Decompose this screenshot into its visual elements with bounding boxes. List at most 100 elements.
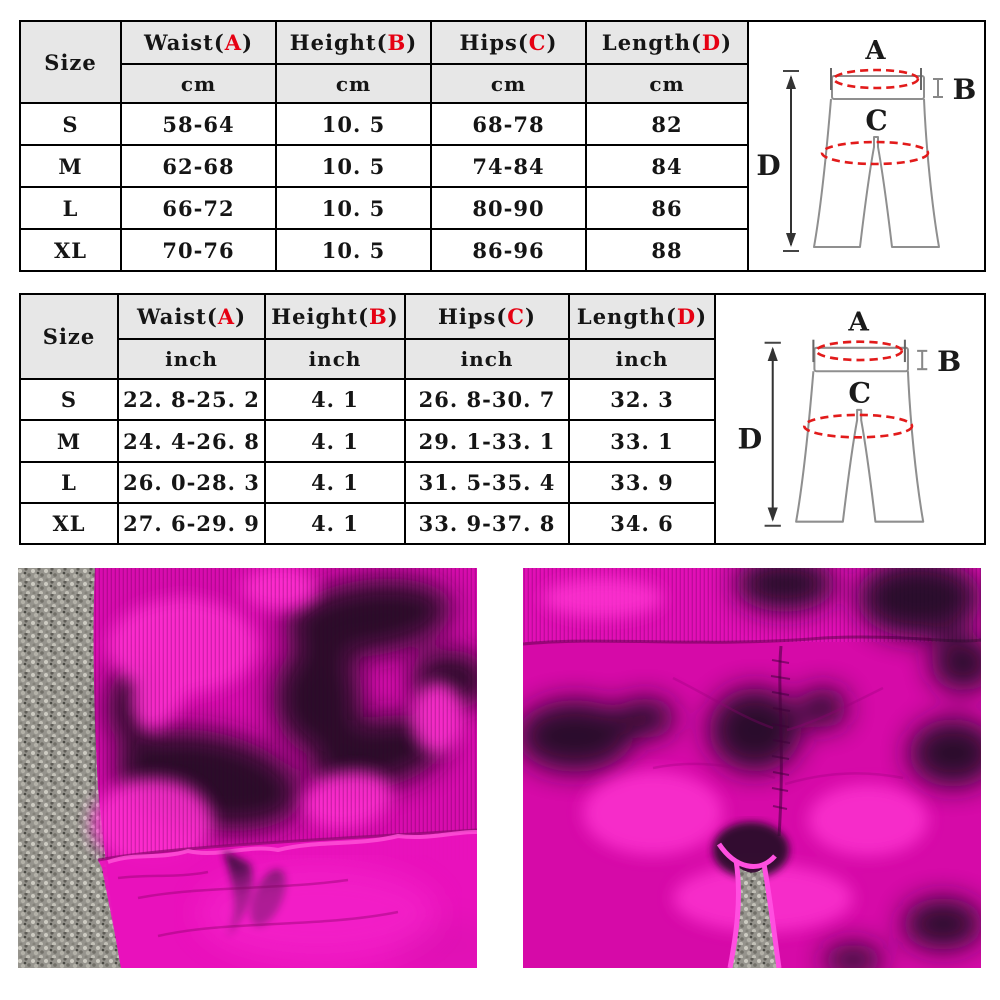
svg-text:B: B: [937, 344, 962, 378]
waist-header-cm: Waist(A): [120, 20, 277, 65]
pants-measurement-diagram-inch: A B C D: [714, 293, 986, 545]
band-measure-b: B: [917, 344, 962, 378]
length-cell: 33. 1: [568, 419, 716, 463]
hips-cell: 33. 9-37. 8: [404, 502, 570, 545]
waistband-seam: [97, 828, 477, 862]
height-header-inch: Height(B): [264, 293, 406, 340]
tie-dye-dark-blotches: [523, 568, 981, 968]
pants-outline: [795, 346, 925, 523]
size-column-header: Size: [19, 293, 119, 380]
height-header-cm: Height(B): [275, 20, 432, 65]
measure-letter-b: B: [387, 30, 407, 55]
hem-trim: [716, 842, 782, 968]
product-photo-right-scrunch-back: [523, 568, 981, 968]
hips-cell: 80-90: [430, 186, 587, 230]
length-header-cm: Length(D): [585, 20, 749, 65]
svg-text:B: B: [952, 73, 977, 106]
waist-unit-inch: inch: [117, 338, 266, 380]
leg-gap: [713, 822, 789, 968]
svg-text:D: D: [737, 421, 763, 455]
pants-diagram-icon: A B C D: [756, 36, 977, 252]
svg-text:A: A: [864, 36, 886, 66]
measure-letter-b: B: [369, 304, 388, 329]
size-cell: S: [19, 102, 122, 146]
measure-letter-c: C: [507, 304, 526, 329]
waistband-edge: [523, 635, 981, 646]
hips-cell: 86-96: [430, 228, 587, 272]
waist-cell: 70-76: [120, 228, 277, 272]
waist-cell: 22. 8-25. 2: [117, 378, 266, 421]
wrinkle-lines: [652, 676, 904, 786]
length-cell: 84: [585, 144, 749, 188]
height-unit-cm: cm: [275, 63, 432, 104]
size-cell: XL: [19, 228, 122, 272]
wrinkle-lines: [117, 870, 399, 938]
waist-header-inch: Waist(A): [117, 293, 266, 340]
length-measure-d: D: [737, 341, 781, 527]
length-cell: 86: [585, 186, 749, 230]
hips-unit-inch: inch: [404, 338, 570, 380]
hips-unit-cm: cm: [430, 63, 587, 104]
size-cell: L: [19, 461, 119, 504]
waist-cell: 66-72: [120, 186, 277, 230]
waist-cell: 62-68: [120, 144, 277, 188]
svg-text:D: D: [756, 149, 781, 182]
pants-diagram-icon: A B C D: [737, 307, 962, 527]
hips-measure-c: C: [820, 104, 929, 166]
table-row: L 66-72 10. 5 80-90 86: [19, 186, 985, 230]
table-row: S 58-64 10. 5 68-78 82: [19, 102, 985, 146]
length-unit-inch: inch: [568, 338, 716, 380]
table-row: S 22. 8-25. 2 4. 1 26. 8-30. 7 32. 3: [19, 378, 985, 421]
measure-letter-a: A: [224, 30, 243, 55]
ribbed-knit-texture: [92, 568, 477, 860]
length-cell: 33. 9: [568, 461, 716, 504]
band-measure-b: B: [932, 73, 977, 106]
length-cell: 82: [585, 102, 749, 146]
hips-cell: 68-78: [430, 102, 587, 146]
waist-measure-a: A: [812, 307, 906, 363]
table-row: L 26. 0-28. 3 4. 1 31. 5-35. 4 33. 9: [19, 461, 985, 504]
pants-outline: [812, 75, 940, 248]
height-cell: 10. 5: [275, 186, 432, 230]
height-unit-inch: inch: [264, 338, 406, 380]
product-photo-left-waistband: [18, 568, 477, 968]
size-cell: M: [19, 144, 122, 188]
leggings-fabric: [92, 568, 477, 968]
waist-cell: 24. 4-26. 8: [117, 419, 266, 463]
pants-measurement-diagram-cm: A B C D: [747, 20, 986, 272]
svg-text:C: C: [865, 104, 888, 137]
hips-cell: 74-84: [430, 144, 587, 188]
size-cell: L: [19, 186, 122, 230]
ruffled-band-edge: [107, 829, 477, 864]
tie-dye-bright-highlights: [543, 578, 928, 932]
table-row: M 24. 4-26. 8 4. 1 29. 1-33. 1 33. 1: [19, 419, 985, 463]
hips-cell: 29. 1-33. 1: [404, 419, 570, 463]
bright-sheen: [198, 865, 438, 961]
dark-fold: [713, 822, 789, 878]
length-cell: 32. 3: [568, 378, 716, 421]
measure-letter-c: C: [528, 30, 547, 55]
size-table-cm: Size Waist(A) Height(B) Hips(C) Length(D…: [19, 20, 986, 272]
length-unit-cm: cm: [585, 63, 749, 104]
length-cell: 88: [585, 228, 749, 272]
waist-cell: 27. 6-29. 9: [117, 502, 266, 545]
size-table-inch: Size Waist(A) Height(B) Hips(C) Length(D…: [19, 293, 986, 545]
measure-letter-d: D: [676, 304, 697, 329]
table-row: XL 70-76 10. 5 86-96 88: [19, 228, 985, 272]
length-cell: 34. 6: [568, 502, 716, 545]
hips-header-inch: Hips(C): [404, 293, 570, 340]
height-cell: 4. 1: [264, 378, 406, 421]
waist-unit-cm: cm: [120, 63, 277, 104]
height-cell: 4. 1: [264, 419, 406, 463]
size-column-header: Size: [19, 20, 122, 104]
measure-letter-a: A: [217, 304, 236, 329]
waist-cell: 58-64: [120, 102, 277, 146]
length-measure-d: D: [756, 70, 799, 252]
waist-cell: 26. 0-28. 3: [117, 461, 266, 504]
hips-cell: 26. 8-30. 7: [404, 378, 570, 421]
svg-text:C: C: [848, 376, 872, 410]
length-header-inch: Length(D): [568, 293, 716, 340]
size-cell: S: [19, 378, 119, 421]
table-row: M 62-68 10. 5 74-84 84: [19, 144, 985, 188]
measure-letter-d: D: [701, 30, 722, 55]
